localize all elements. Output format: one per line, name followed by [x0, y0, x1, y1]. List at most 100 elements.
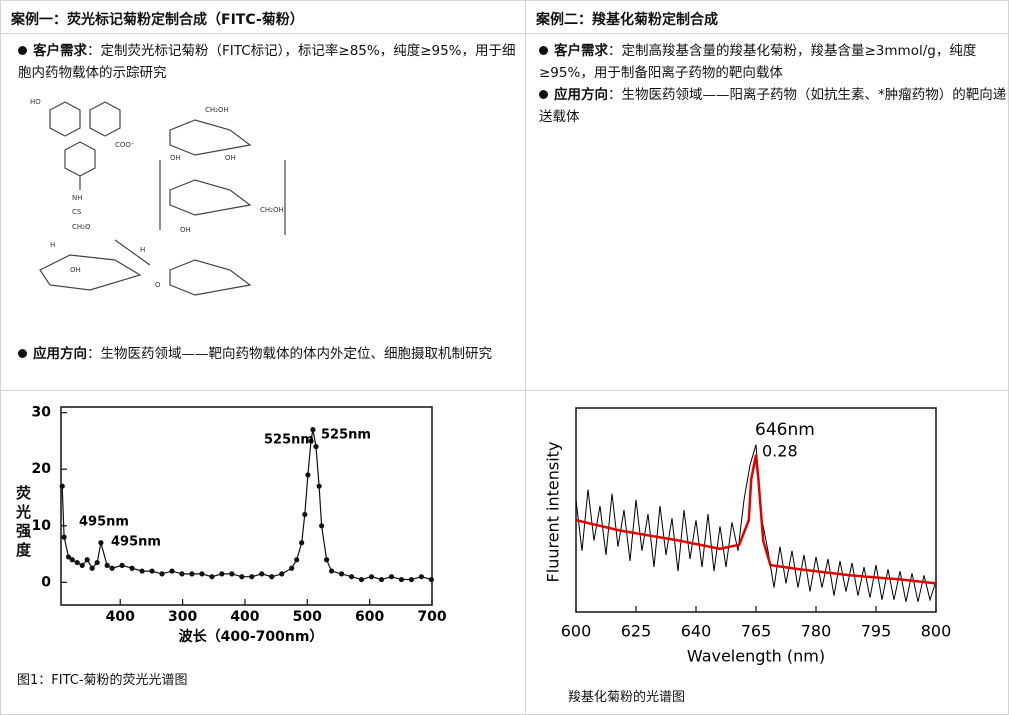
structure-label: OH: [170, 154, 181, 162]
ring: [169, 179, 252, 216]
ring: [39, 254, 142, 291]
structure-label: CH₂OH: [260, 206, 284, 214]
text: ：定制高羧基含量的羧基化菊粉，羧基含量≥3mmol/g，纯度≥95%，用于制备阳…: [539, 43, 977, 81]
ring: [89, 101, 121, 137]
bullet: [539, 90, 548, 99]
ring: [49, 101, 81, 137]
bullet: [539, 46, 548, 55]
data-point: [149, 568, 155, 574]
text: ：生物医药领域——靶向药物载体的体内外定位、细胞摄取机制研究: [87, 346, 492, 362]
data-point: [229, 571, 235, 577]
data-point: [398, 576, 405, 583]
data-point: [299, 540, 305, 546]
data-point: [308, 438, 314, 444]
data-point: [189, 571, 195, 577]
data-point: [79, 562, 85, 568]
data-point: [84, 557, 90, 563]
x-tick-label: 795: [861, 622, 892, 641]
data-point: [388, 574, 395, 580]
data-point: [310, 427, 316, 433]
structure-label: NH: [72, 194, 83, 202]
annotation: 525nm: [264, 433, 314, 448]
ring: [169, 259, 252, 296]
header: 案例二：羧基化菊粉定制合成: [536, 12, 718, 28]
caption: 图1：FITC-菊粉的荧光光谱图: [17, 673, 188, 688]
structure-label: OH: [70, 266, 81, 274]
data-point: [329, 568, 335, 574]
structure-label: OH: [225, 154, 236, 162]
data-point: [302, 511, 308, 518]
data-point: [219, 571, 225, 577]
structure-label: COO⁻: [115, 141, 135, 149]
data-point: [279, 571, 285, 577]
data-point: [104, 562, 110, 568]
data-point: [159, 571, 165, 577]
structure-label: HO: [30, 98, 41, 106]
annotation: 646nm: [755, 420, 815, 440]
data-point: [313, 444, 319, 450]
structure-label: CH₂O: [72, 223, 91, 231]
structure-label: O: [155, 281, 161, 289]
x-tick-label: 780: [801, 622, 832, 641]
data-point: [129, 565, 135, 571]
paragraph: 客户需求：定制荧光标记菊粉（FITC标记），标记率≥85%，纯度≥95%，用于细…: [6, 40, 535, 84]
y-tick-label: 10: [32, 518, 52, 534]
data-point: [338, 571, 345, 577]
bullet: [18, 349, 27, 358]
chart: 波长（400-700nm） 400 300 400 500 600 700 0 10 20 30 5…: [32, 405, 447, 645]
label: 客户需求: [33, 43, 87, 59]
annotation: 495nm: [111, 535, 161, 550]
x-tick-label: 800: [921, 622, 952, 641]
header-cell: 案例二：羧基化菊粉定制合成: [525, 0, 1009, 34]
annotation: 0.28: [762, 442, 798, 461]
structure-label: H: [140, 246, 145, 254]
data-point: [169, 568, 175, 574]
y-axis-label: Fluurent intensity: [544, 442, 563, 583]
bond: [114, 160, 286, 266]
y-axis-label: 荧光强度: [16, 484, 32, 559]
structure-label: OH: [180, 226, 191, 234]
data-point: [249, 574, 255, 580]
data-point: [319, 523, 325, 529]
data-line: [575, 454, 937, 585]
x-axis-label: Wavelength (nm): [687, 647, 825, 666]
data-point: [289, 565, 295, 571]
x-tick-label: 600: [355, 609, 384, 625]
data-point: [408, 576, 415, 583]
data-point: [139, 568, 145, 574]
structure-label: CS: [72, 208, 82, 216]
data-point: [69, 557, 75, 563]
x-tick-label: 400: [230, 609, 259, 625]
x-axis-label: 波长（400-700nm）: [179, 628, 324, 645]
x-tick-label: 625: [621, 622, 652, 641]
x-tick-label: 640: [681, 622, 712, 641]
data-point: [378, 576, 385, 583]
data-point: [368, 574, 375, 580]
ring: [169, 119, 252, 156]
x-tick-label: 700: [417, 609, 446, 625]
data-point: [239, 574, 245, 580]
header-cell: 案例一：荧光标记菊粉定制合成（FITC-菊粉）: [0, 0, 526, 34]
data-line: [575, 444, 937, 602]
data-point: [109, 565, 115, 571]
x-tick-label: 600: [561, 622, 592, 641]
data-point: [324, 557, 330, 563]
label: 应用方向: [33, 346, 87, 362]
caption: 羧基化菊粉的光谱图: [568, 690, 686, 705]
data-point: [259, 571, 265, 577]
chart: Wavelength (nm) Fluurent intensity 600 62…: [544, 407, 952, 666]
structure-label: H: [50, 241, 55, 249]
data-point: [348, 574, 355, 580]
structure-label: CH₂OH: [205, 106, 229, 114]
data-point: [59, 483, 65, 489]
data-point: [199, 571, 205, 577]
label: 客户需求: [554, 43, 608, 59]
data-point: [305, 472, 311, 478]
bullet: [18, 46, 27, 55]
data-point: [119, 562, 125, 568]
y-tick-label: 20: [32, 461, 52, 477]
data-point: [428, 576, 434, 583]
data-point: [94, 559, 100, 566]
y-tick-label: 0: [41, 574, 51, 590]
data-point: [65, 554, 72, 560]
